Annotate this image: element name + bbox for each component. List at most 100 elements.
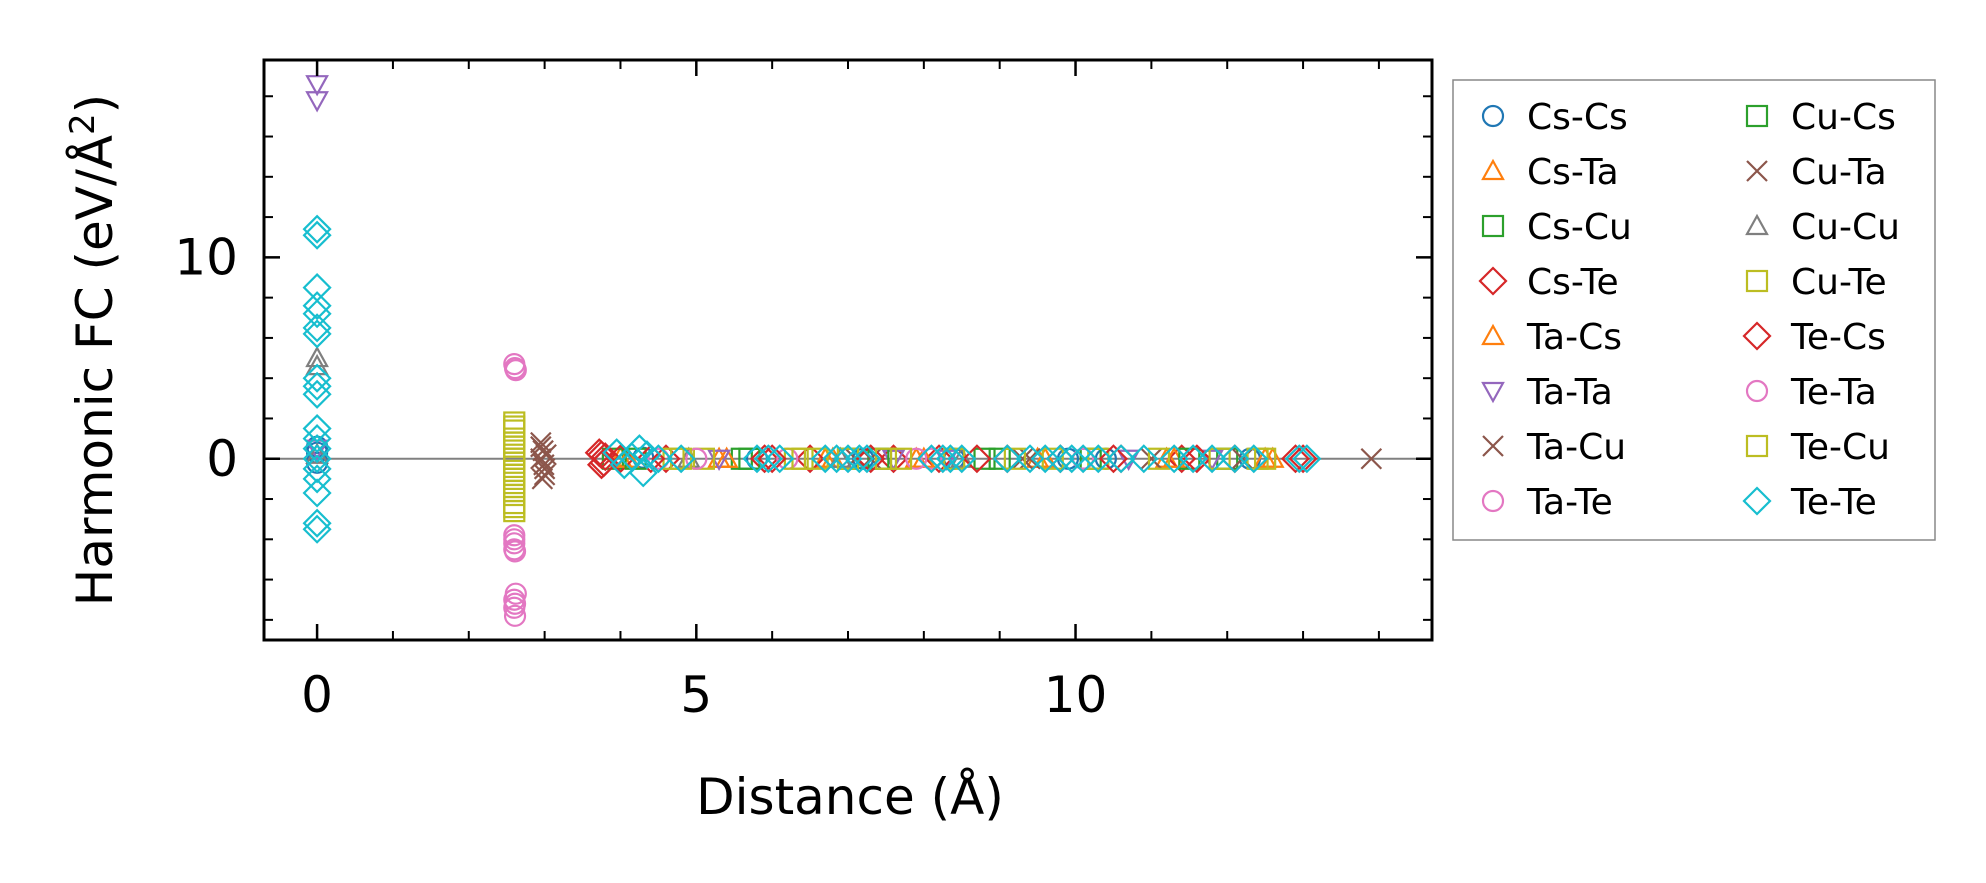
- legend-entry: Ta-Cs: [1481, 317, 1622, 358]
- data-point: [962, 444, 992, 474]
- data-point: [503, 431, 526, 454]
- data-point: [1231, 447, 1254, 470]
- legend-entry: Cu-Cu: [1745, 207, 1900, 248]
- data-point: [1288, 444, 1318, 474]
- axes: 0 5 10 0 10: [174, 58, 1434, 724]
- data-point: [833, 444, 863, 474]
- data-point: [302, 508, 332, 538]
- legend-label: Ta-Cu: [1526, 427, 1626, 468]
- series-te-te: [302, 214, 1322, 544]
- data-point: [947, 444, 977, 474]
- data-point: [1106, 444, 1136, 474]
- legend-label: Cs-Ta: [1527, 152, 1619, 193]
- data-point: [1083, 444, 1113, 474]
- data-point: [753, 444, 783, 474]
- legend-entry: Te-Ta: [1745, 372, 1877, 413]
- data-point: [302, 514, 332, 544]
- data-point: [889, 447, 913, 470]
- data-point: [302, 291, 332, 321]
- data-point: [302, 444, 332, 474]
- data-point: [1003, 447, 1026, 470]
- data-point: [503, 479, 526, 503]
- legend-entry: Ta-Ta: [1481, 372, 1613, 413]
- data-point: [302, 319, 332, 349]
- data-point: [1239, 444, 1269, 474]
- data-point: [1292, 444, 1322, 474]
- legend-entry: Cu-Cs: [1745, 97, 1896, 138]
- data-point: [503, 538, 526, 561]
- plot-area: [264, 75, 1432, 627]
- data-point: [651, 444, 681, 474]
- series-ta-ta: [305, 75, 1224, 472]
- data-point: [628, 458, 658, 488]
- data-point: [1200, 449, 1224, 472]
- data-point: [949, 446, 974, 468]
- legend-label: Cu-Ta: [1791, 152, 1887, 193]
- legend-label: Cu-Cs: [1791, 97, 1896, 138]
- data-point: [302, 273, 332, 303]
- data-point: [905, 447, 928, 470]
- data-point: [1254, 447, 1277, 470]
- data-point: [852, 444, 882, 474]
- data-point: [1129, 444, 1159, 474]
- data-point: [503, 357, 527, 380]
- legend-label: Cs-Te: [1527, 262, 1619, 303]
- data-point: [533, 464, 556, 486]
- legend-entry: Ta-Te: [1481, 482, 1613, 523]
- data-point: [806, 447, 829, 470]
- legend-entry: Cs-Te: [1478, 262, 1619, 303]
- legend-label: Te-Cs: [1790, 317, 1886, 358]
- data-point: [765, 444, 795, 474]
- data-point: [586, 440, 617, 470]
- data-point: [1140, 447, 1163, 470]
- data-point: [503, 447, 526, 470]
- data-point: [302, 464, 332, 494]
- legend-marker: [1745, 434, 1769, 458]
- legend-label: Cs-Cu: [1527, 207, 1632, 248]
- legend-label: Ta-Ta: [1526, 372, 1613, 413]
- x-axis-label: Distance (Å): [696, 768, 1004, 826]
- plot-frame: [262, 58, 1434, 642]
- legend-label: Te-Cu: [1790, 427, 1890, 468]
- data-point: [302, 299, 332, 329]
- data-point: [924, 444, 954, 474]
- legend-marker: [1481, 489, 1505, 513]
- data-point: [1284, 444, 1314, 474]
- data-point: [928, 444, 958, 474]
- data-point: [1197, 444, 1227, 474]
- data-point: [1253, 446, 1278, 468]
- data-point: [935, 444, 965, 474]
- data-point: [302, 454, 332, 484]
- legend-marker: [1745, 213, 1769, 236]
- data-point: [503, 528, 526, 551]
- data-point: [1208, 447, 1231, 470]
- data-point: [302, 379, 332, 409]
- data-point: [666, 444, 696, 474]
- legend-label: Cu-Te: [1791, 262, 1887, 303]
- data-point: [302, 363, 332, 393]
- legend-marker: [1478, 266, 1508, 296]
- legend-label: Cu-Cu: [1791, 207, 1900, 248]
- y-tick-label: 0: [206, 430, 238, 488]
- data-point: [302, 413, 332, 444]
- x-tick-label: 0: [301, 666, 333, 724]
- data-point: [302, 478, 332, 508]
- x-tick-label: 10: [1044, 666, 1108, 724]
- data-point: [503, 415, 526, 438]
- legend-marker: [1742, 486, 1772, 516]
- data-point: [302, 371, 332, 401]
- legend-marker: [1742, 321, 1772, 351]
- data-point: [1159, 444, 1189, 474]
- legend-marker: [1481, 158, 1505, 181]
- data-point: [795, 444, 825, 474]
- data-point: [503, 592, 527, 615]
- data-point: [1167, 444, 1197, 474]
- data-point: [1182, 444, 1212, 474]
- data-point: [305, 91, 329, 113]
- data-point: [302, 220, 332, 250]
- series-te-ta: [503, 357, 943, 615]
- legend-entry: Cs-Cu: [1481, 207, 1632, 248]
- data-point: [305, 75, 329, 97]
- data-point: [1045, 444, 1075, 474]
- legend-marker: [1745, 104, 1769, 128]
